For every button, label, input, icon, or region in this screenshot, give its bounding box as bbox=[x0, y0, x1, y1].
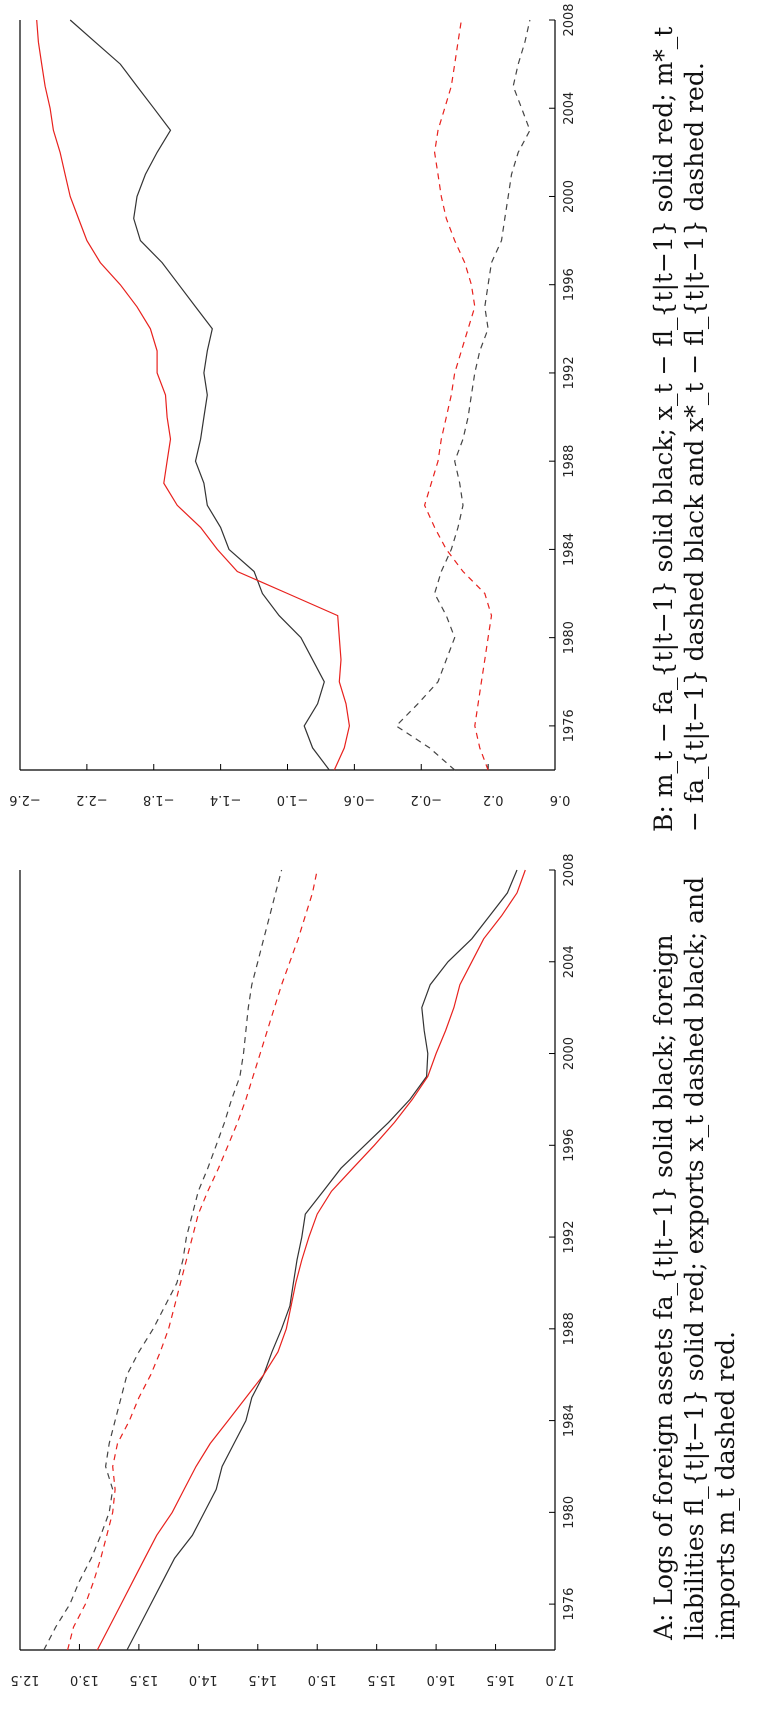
value-tick-label: 12.5 bbox=[11, 1672, 40, 1687]
time-tick-label: 1996 bbox=[562, 1129, 577, 1162]
value-tick-label: 13.0 bbox=[70, 1672, 99, 1687]
panel-a-chart: 12.5 13.0 13.5 14.0 14.5 15.0 15.5 16.0 16.5 17.0… bbox=[11, 853, 577, 1687]
value-tick-label: 17.0 bbox=[546, 1672, 575, 1687]
series-2-line bbox=[96, 869, 526, 1651]
time-tick-label: 1976 bbox=[562, 709, 577, 742]
series-4-line bbox=[423, 19, 493, 771]
series-2-line bbox=[36, 19, 351, 771]
time-tick-label: 1988 bbox=[562, 445, 577, 478]
value-tick-label: −1.8 bbox=[143, 792, 175, 807]
time-tick-label: 1980 bbox=[562, 621, 577, 654]
value-tick-label: −0.6 bbox=[344, 792, 376, 807]
series-4-line bbox=[67, 869, 318, 1651]
panel-b-chart: −2.6 −2.2 −1.8 −1.4 −1.0 −0.6 −0.2 0.2 0.6 1976 19… bbox=[9, 3, 577, 807]
time-tick-label: 2000 bbox=[562, 180, 577, 213]
time-tick-label: 1980 bbox=[562, 1496, 577, 1529]
time-tick-label: 1984 bbox=[562, 533, 577, 566]
time-tick-label: 2004 bbox=[562, 92, 577, 125]
time-tick-label: 1984 bbox=[562, 1404, 577, 1437]
value-tick-label: −2.2 bbox=[76, 792, 108, 807]
time-tick-label: 1996 bbox=[562, 268, 577, 301]
series-1-line bbox=[126, 869, 518, 1651]
panel-b-caption: B: m_t − fa_{t|t−1} solid black; x_t − f… bbox=[649, 26, 709, 832]
time-tick-label: 2004 bbox=[562, 945, 577, 978]
series-3-line bbox=[43, 869, 283, 1651]
value-tick-label: 15.5 bbox=[367, 1672, 396, 1687]
series-1-line bbox=[69, 19, 330, 771]
time-tick-label: 2008 bbox=[562, 3, 577, 36]
time-tick-label: 1976 bbox=[562, 1588, 577, 1621]
time-tick-label: 1988 bbox=[562, 1312, 577, 1345]
value-tick-label: −1.4 bbox=[210, 792, 242, 807]
value-tick-label: 0.2 bbox=[483, 792, 504, 807]
time-tick-label: 1992 bbox=[562, 1221, 577, 1254]
time-tick-label: 2008 bbox=[562, 853, 577, 886]
panel-a-caption: A: Logs of foreign assets fa_{t|t−1} sol… bbox=[649, 876, 740, 1640]
value-tick-label: −2.6 bbox=[9, 792, 41, 807]
value-tick-label: 14.5 bbox=[248, 1672, 277, 1687]
value-tick-label: 14.0 bbox=[189, 1672, 218, 1687]
value-tick-label: 13.5 bbox=[129, 1672, 158, 1687]
value-tick-label: 16.5 bbox=[486, 1672, 515, 1687]
time-tick-label: 2000 bbox=[562, 1037, 577, 1070]
value-tick-label: −1.0 bbox=[277, 792, 309, 807]
value-tick-label: 16.0 bbox=[427, 1672, 456, 1687]
value-tick-label: 0.6 bbox=[550, 792, 571, 807]
time-tick-label: 1992 bbox=[562, 356, 577, 389]
series-3-line bbox=[395, 19, 531, 771]
value-tick-label: 15.0 bbox=[308, 1672, 337, 1687]
value-tick-label: −0.2 bbox=[410, 792, 442, 807]
